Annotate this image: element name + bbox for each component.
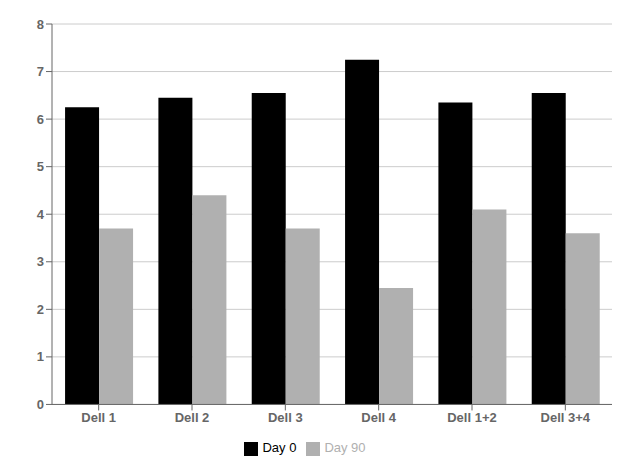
svg-text:0: 0	[37, 397, 44, 412]
svg-text:3: 3	[37, 254, 44, 269]
html-text:Day 90: Day 90	[324, 440, 366, 456]
svg-text:Dell 3+4: Dell 3+4	[541, 410, 591, 425]
svg-text:1: 1	[37, 349, 44, 364]
svg-text:4: 4	[37, 207, 45, 222]
svg-text:Dell 4: Dell 4	[361, 410, 396, 425]
svg-text:2: 2	[37, 302, 44, 317]
svg-text:Dell 2: Dell 2	[175, 410, 210, 425]
html-text:Day 0: Day 0	[262, 440, 297, 456]
svg-text:Dell 1: Dell 1	[81, 410, 116, 425]
svg-text:Dell 1+2: Dell 1+2	[447, 410, 497, 425]
svg-text:Dell 3: Dell 3	[268, 410, 303, 425]
svg-text:8: 8	[37, 17, 44, 32]
svg-text:6: 6	[37, 112, 44, 127]
svg-text:7: 7	[37, 64, 44, 79]
svg-text:5: 5	[37, 159, 44, 174]
